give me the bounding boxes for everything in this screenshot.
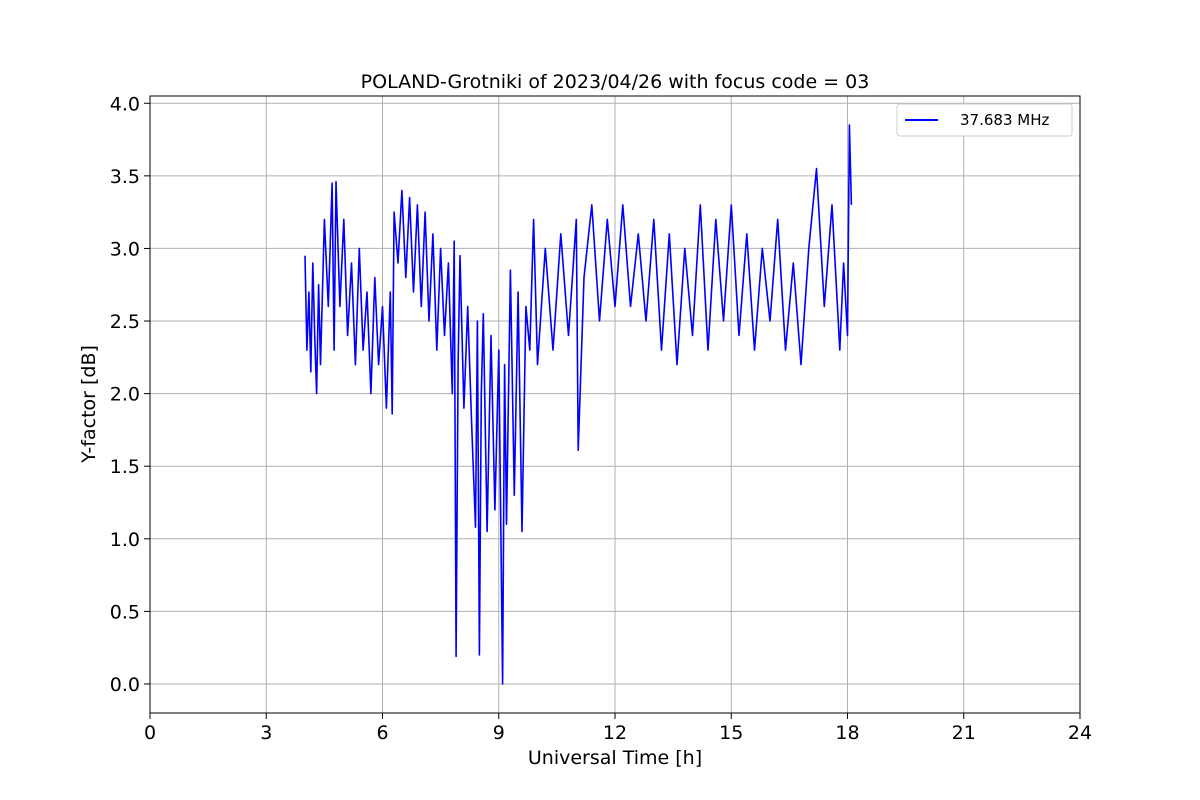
x-tick-label: 21 bbox=[952, 722, 976, 744]
x-tick-label: 12 bbox=[603, 722, 627, 744]
y-ticks: 0.0 0.5 1.0 1.5 2.0 2.5 3.0 3.5 4.0 bbox=[110, 93, 150, 696]
y-tick-label: 0.5 bbox=[110, 601, 140, 623]
y-tick-label: 3.5 bbox=[110, 166, 140, 188]
x-tick-label: 24 bbox=[1068, 722, 1092, 744]
x-tick-label: 9 bbox=[493, 722, 505, 744]
legend-box bbox=[896, 103, 1073, 137]
legend-label: 37.683 MHz bbox=[960, 111, 1049, 129]
x-tick-label: 0 bbox=[144, 722, 156, 744]
y-tick-label: 4.0 bbox=[110, 93, 140, 115]
x-ticks: 0 3 6 9 12 15 18 21 24 bbox=[144, 713, 1092, 744]
x-tick-label: 6 bbox=[376, 722, 388, 744]
x-tick-label: 18 bbox=[835, 722, 859, 744]
chart-title: POLAND-Grotniki of 2023/04/26 with focus… bbox=[361, 71, 870, 93]
x-tick-label: 15 bbox=[719, 722, 743, 744]
y-tick-label: 0.0 bbox=[110, 674, 140, 696]
y-tick-label: 1.0 bbox=[110, 529, 140, 551]
y-tick-label: 1.5 bbox=[110, 456, 140, 478]
y-axis-label: Y-factor [dB] bbox=[78, 345, 100, 464]
y-tick-label: 2.5 bbox=[110, 311, 140, 333]
plot-area bbox=[304, 124, 853, 685]
legend: 37.683 MHz bbox=[896, 103, 1073, 137]
x-tick-label: 3 bbox=[260, 722, 272, 744]
series-line-0 bbox=[304, 124, 853, 685]
y-tick-label: 2.0 bbox=[110, 384, 140, 406]
y-tick-label: 3.0 bbox=[110, 238, 140, 260]
x-axis-label: Universal Time [h] bbox=[528, 747, 702, 769]
grid-lines bbox=[150, 96, 1080, 713]
